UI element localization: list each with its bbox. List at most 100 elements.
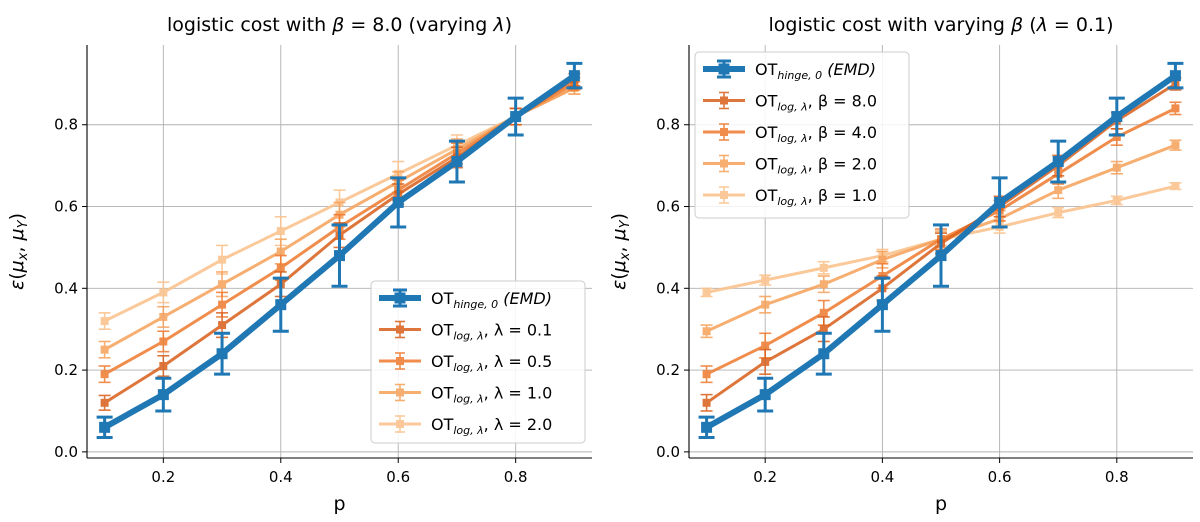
data-point	[392, 196, 404, 208]
legend-item-2	[703, 91, 745, 110]
legend-marker	[720, 191, 728, 199]
data-point	[100, 398, 109, 407]
x-tick-label: 0.8	[1105, 468, 1129, 486]
legend-box	[694, 51, 910, 219]
x-axis-label: p	[333, 493, 345, 515]
y-tick-label: 0.0	[54, 443, 78, 461]
data-point	[99, 421, 111, 433]
data-point	[935, 250, 947, 262]
y-axis-label: ε(μx, μY)	[6, 213, 31, 290]
y-tick-label: 0.8	[656, 116, 680, 134]
series-1	[96, 61, 583, 440]
legend-label: OTlog, λ, λ = 0.1	[431, 321, 552, 343]
x-tick-label: 0.4	[870, 468, 894, 486]
legend-label: OTlog, λ, λ = 1.0	[431, 384, 552, 406]
legend-marker	[396, 357, 404, 365]
data-point	[100, 345, 109, 354]
y-tick-label: 0.8	[54, 116, 78, 134]
data-point	[1112, 133, 1121, 142]
x-tick-label: 0.2	[753, 468, 777, 486]
legend-label: OTlog, λ, λ = 0.5	[431, 352, 552, 374]
chart-title: logistic cost with varying β (λ = 0.1)	[768, 14, 1113, 36]
legend-marker	[396, 388, 404, 397]
data-point	[100, 370, 109, 379]
data-point	[818, 348, 830, 360]
data-point	[702, 370, 711, 379]
data-point	[1052, 156, 1064, 168]
legend-label: OTlog, λ, λ = 2.0	[431, 415, 552, 437]
x-tick-label: 0.2	[151, 468, 175, 486]
data-point	[1111, 111, 1123, 123]
data-point	[568, 70, 580, 82]
data-point	[159, 288, 168, 297]
legend-marker	[394, 292, 406, 304]
y-tick-label: 0.4	[54, 279, 78, 297]
data-point	[878, 255, 887, 264]
legend-marker	[718, 63, 730, 75]
legend-item-5	[379, 415, 421, 433]
legend-item-3	[379, 352, 421, 370]
data-point	[276, 227, 285, 236]
data-point	[159, 312, 168, 321]
data-point	[510, 111, 522, 123]
data-point	[702, 288, 711, 297]
chart-panel-1: 0.2 0.4 0.6 0.8 0.0 0.2 0.4 0.6 0.8 logistic cost…	[6, 14, 592, 515]
data-point	[216, 348, 228, 360]
data-point	[451, 156, 463, 168]
data-point	[218, 255, 227, 264]
data-point	[275, 299, 287, 311]
y-tick-label: 0.2	[656, 361, 680, 379]
legend-item-1	[379, 288, 421, 308]
data-point	[819, 308, 828, 317]
data-point	[759, 389, 771, 401]
data-point	[1112, 196, 1121, 205]
legend-item-1	[703, 59, 745, 79]
legend-marker	[720, 159, 728, 168]
x-tick-label: 0.4	[269, 468, 293, 486]
y-tick-label: 0.4	[656, 279, 680, 297]
data-point	[761, 276, 770, 285]
data-point	[702, 327, 711, 336]
data-point	[1171, 182, 1180, 191]
legend: OThinge, 0 (EMD) OTlog, λ, β = 8.0 OTlog, …	[694, 51, 910, 219]
legend-item-2	[379, 320, 421, 339]
legend-label: OTlog, λ, β = 2.0	[755, 155, 877, 177]
data-point	[1171, 104, 1180, 113]
data-point	[994, 196, 1006, 208]
data-point	[761, 357, 770, 366]
legend-label: OThinge, 0 (EMD)	[431, 289, 552, 311]
data-point	[819, 263, 828, 272]
data-point	[334, 250, 345, 262]
data-point	[701, 421, 713, 433]
legend-marker	[720, 128, 728, 136]
data-point	[1054, 186, 1063, 195]
legend-item-3	[703, 123, 745, 141]
legend: OThinge, 0 (EMD) OTlog, λ, λ = 0.1 OTlog, …	[370, 280, 586, 444]
x-tick-label: 0.8	[504, 468, 528, 486]
legend-item-4	[379, 383, 421, 402]
data-point	[876, 299, 888, 311]
data-point	[218, 280, 227, 289]
legend-marker	[720, 96, 728, 105]
data-point	[100, 317, 109, 326]
chart-panel-2: 0.2 0.4 0.6 0.8 0.0 0.2 0.4 0.6 0.8 logistic cost…	[608, 14, 1193, 515]
legend-label: OThinge, 0 (EMD)	[755, 60, 876, 82]
data-point	[819, 325, 828, 334]
legend-label: OTlog, λ, β = 8.0	[755, 92, 877, 114]
data-point	[761, 341, 770, 350]
y-tick-label: 0.6	[656, 198, 680, 216]
data-point	[1054, 208, 1063, 217]
data-point	[276, 247, 285, 256]
data-point	[819, 280, 828, 289]
data-point	[1171, 141, 1180, 150]
legend-marker	[396, 420, 404, 428]
data-point	[276, 263, 285, 272]
data-point	[218, 321, 227, 330]
x-tick-label: 0.6	[988, 468, 1012, 486]
data-point	[1112, 163, 1121, 172]
y-tick-label: 0.2	[54, 361, 78, 379]
data-point	[702, 398, 711, 407]
chart-title: logistic cost with β = 8.0 (varying λ)	[167, 14, 512, 36]
